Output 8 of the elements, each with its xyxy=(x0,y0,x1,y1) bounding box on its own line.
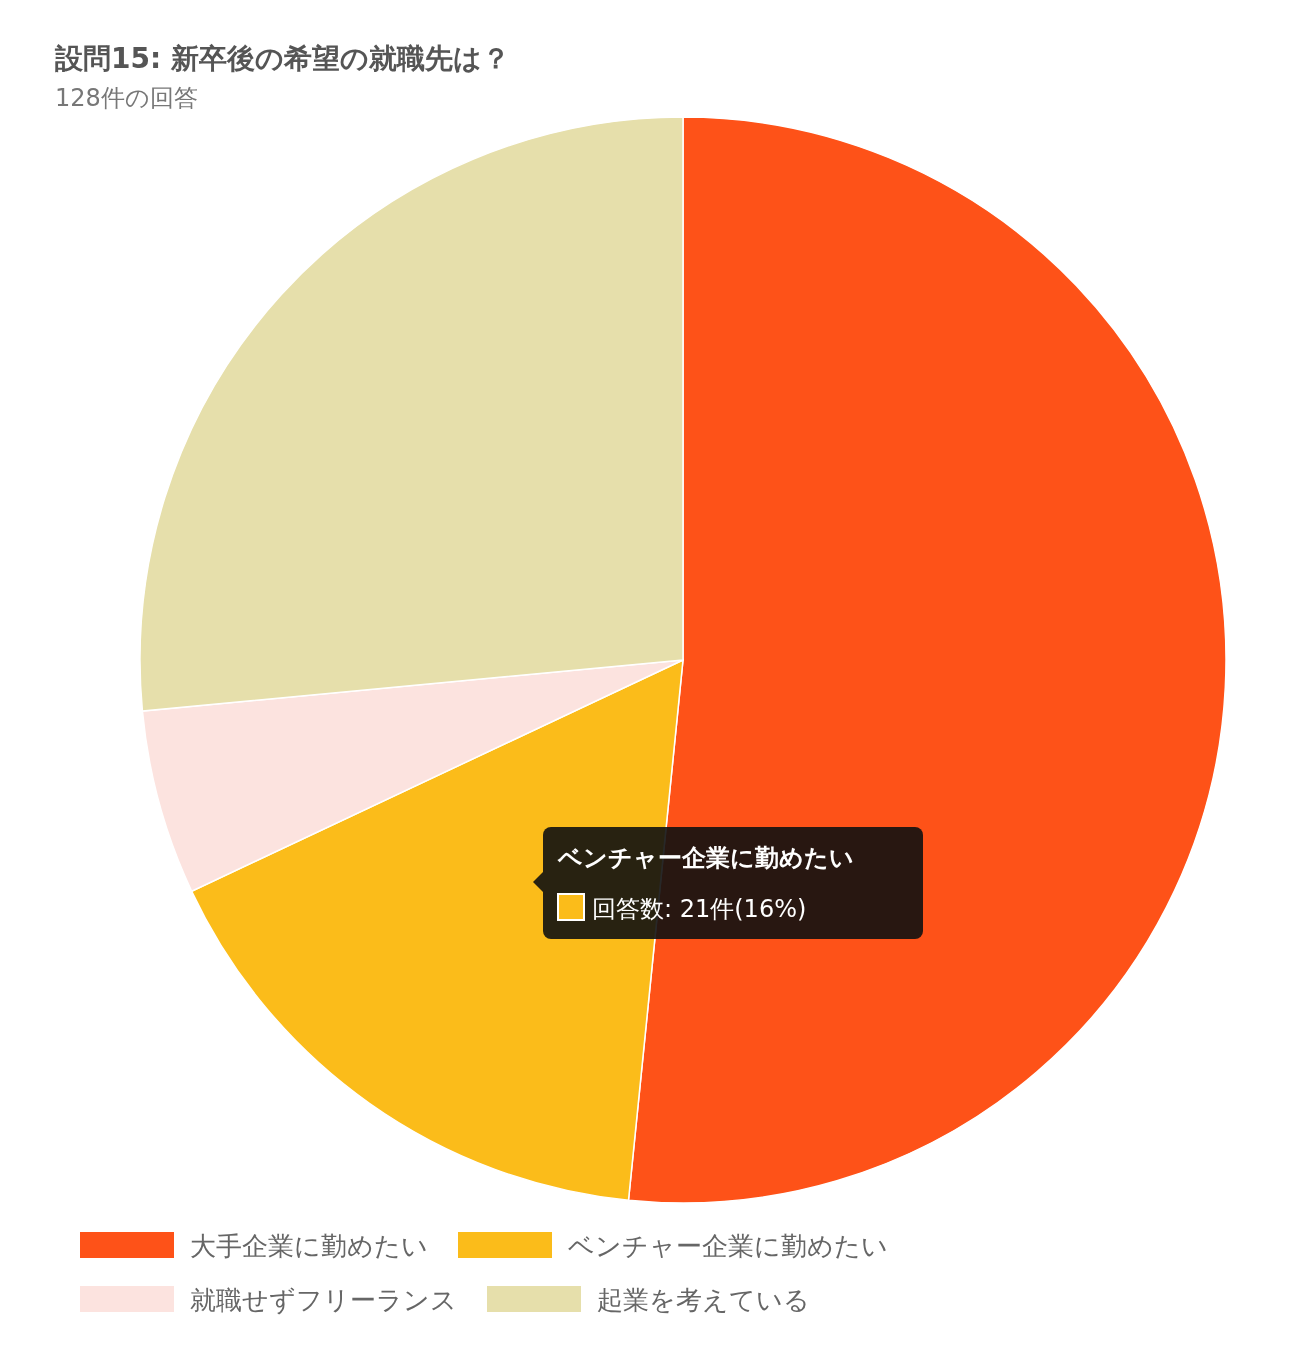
legend-label: ベンチャー企業に勤めたい xyxy=(568,1231,888,1261)
legend-label: 起業を考えている xyxy=(597,1285,810,1315)
legend-label: 大手企業に勤めたい xyxy=(190,1231,428,1261)
text: ベンチャー企業に勤めたい xyxy=(557,844,854,872)
legend-label: 就職せずフリーランス xyxy=(190,1285,457,1315)
chart-title: 設問15: 新卒後の希望の就職先は？ xyxy=(54,42,510,75)
chart-subtitle: 128件の回答 xyxy=(55,84,198,112)
text: 回答数: 21件(16%) xyxy=(592,895,807,923)
